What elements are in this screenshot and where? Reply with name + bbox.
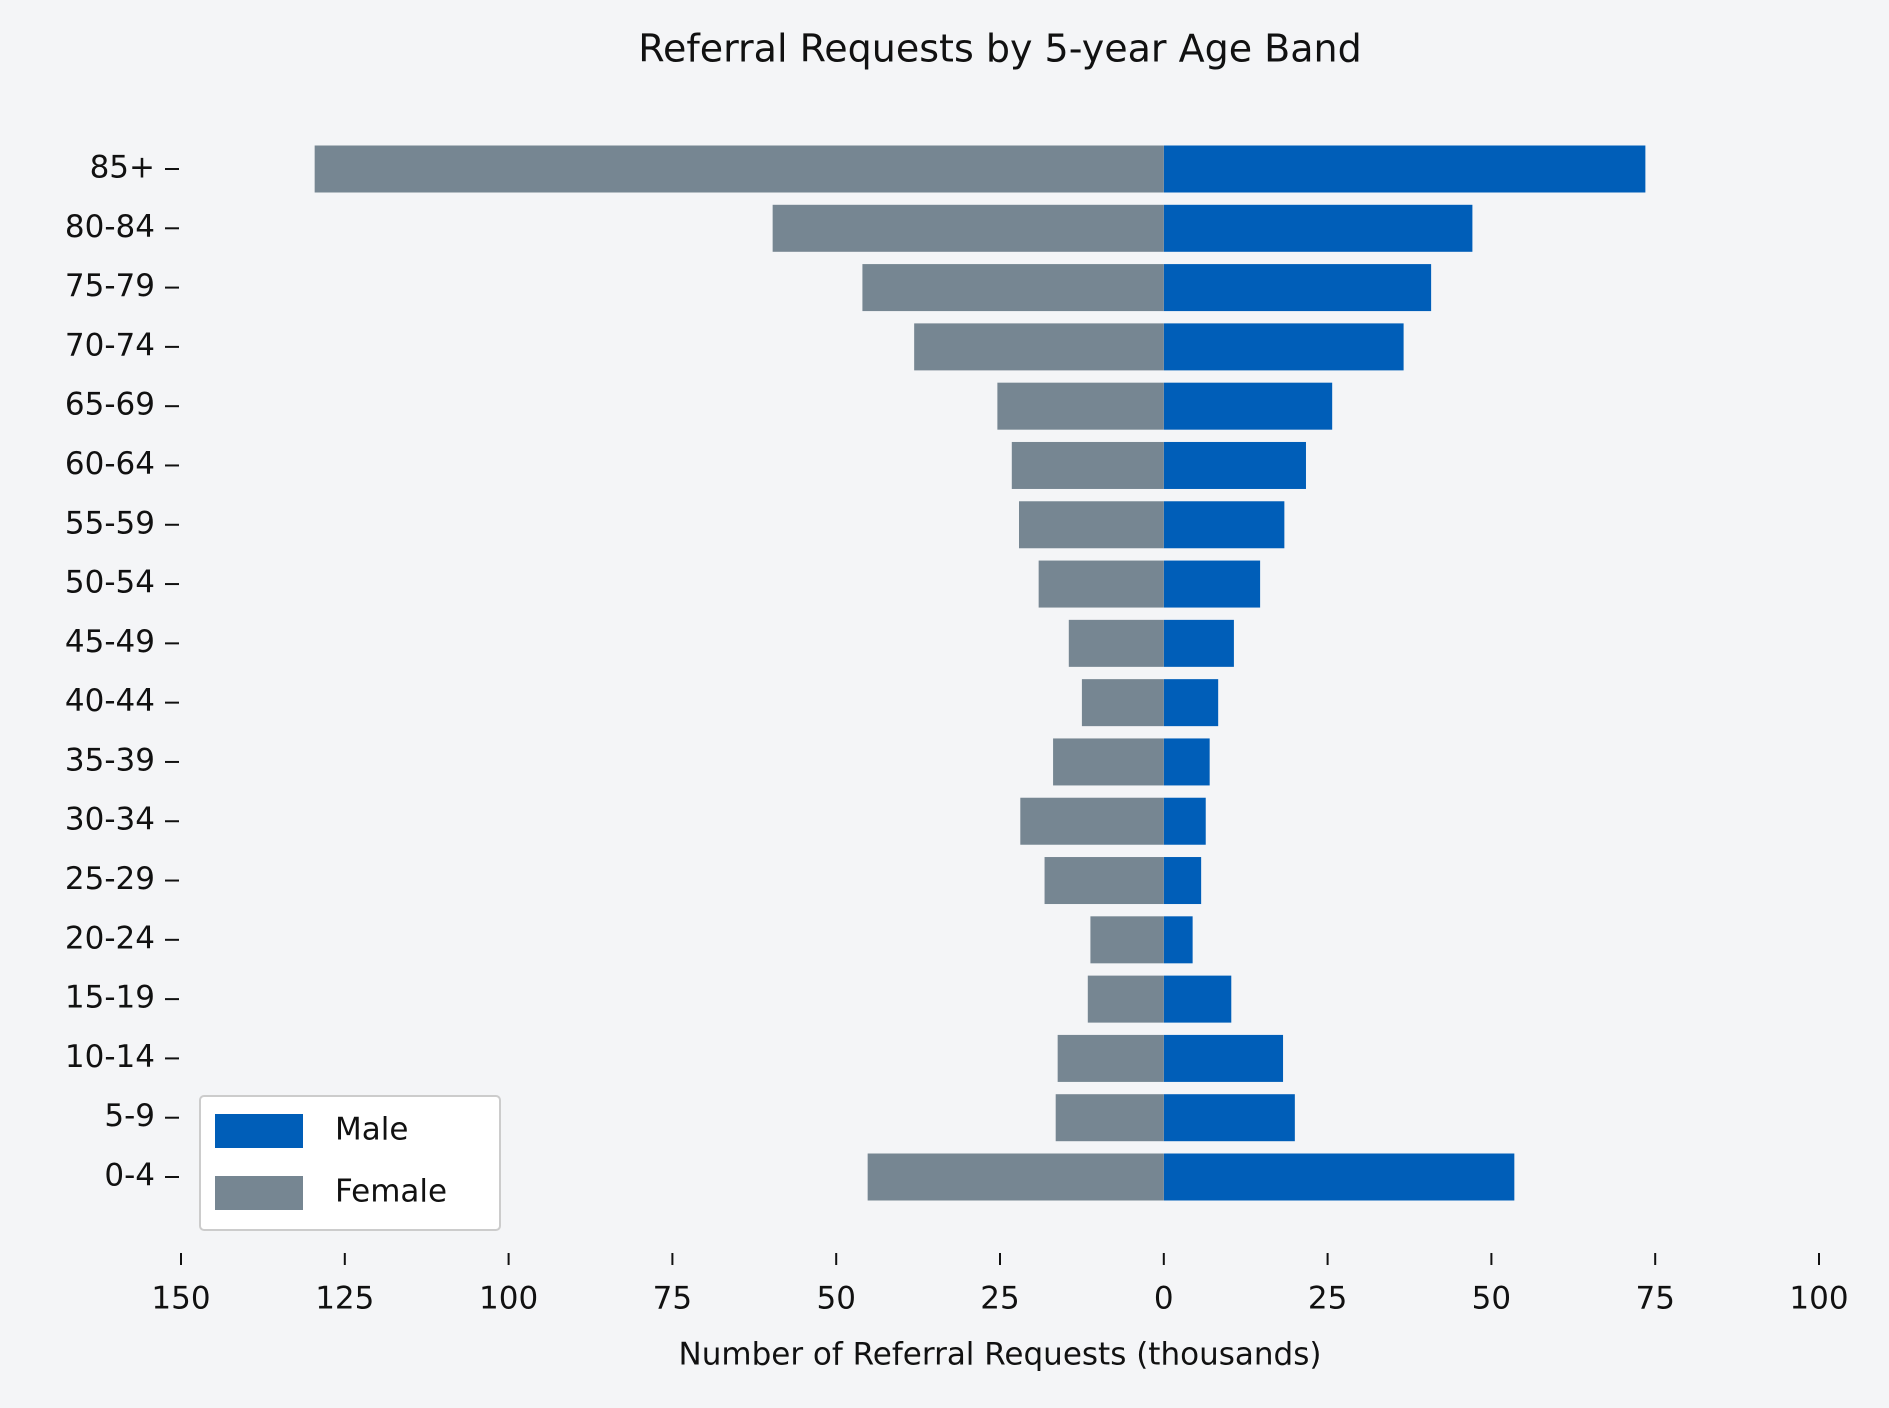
bar: [1163, 441, 1306, 489]
bar: [1087, 975, 1164, 1023]
x-tick-label: 25: [1308, 1281, 1347, 1317]
y-tick-label: 85+: [90, 150, 155, 186]
bar: [314, 145, 1164, 193]
y-tick-label: 80-84: [65, 209, 155, 245]
bar: [1163, 1153, 1515, 1201]
y-tick-label: 15-19: [65, 980, 155, 1016]
bar: [997, 382, 1164, 430]
bar: [1053, 738, 1164, 786]
bar: [1163, 857, 1202, 905]
bar: [1090, 916, 1164, 964]
bar: [914, 323, 1164, 371]
y-tick-label: 70-74: [65, 327, 155, 363]
x-tick-label: 0: [1154, 1281, 1174, 1317]
bar: [867, 1153, 1164, 1201]
y-tick-label: 20-24: [65, 920, 155, 956]
bar: [1020, 797, 1164, 845]
bar: [1011, 441, 1164, 489]
x-tick-label: 50: [1472, 1281, 1511, 1317]
bar: [1163, 323, 1404, 371]
y-tick-label: 5-9: [104, 1098, 155, 1134]
bar: [862, 264, 1164, 312]
x-tick-label: 75: [1635, 1281, 1674, 1317]
x-axis-label: Number of Referral Requests (thousands): [679, 1337, 1322, 1373]
bar: [1163, 679, 1219, 727]
bar: [1163, 1094, 1295, 1142]
y-tick-label: 40-44: [65, 683, 155, 719]
bar: [1163, 501, 1285, 549]
bar: [1068, 619, 1164, 667]
x-tick-label: 100: [1789, 1281, 1848, 1317]
x-tick-label: 125: [315, 1281, 374, 1317]
bar: [1163, 204, 1473, 252]
bar: [772, 204, 1164, 252]
y-tick-label: 30-34: [65, 802, 155, 838]
bar: [1163, 619, 1234, 667]
y-tick-label: 60-64: [65, 446, 155, 482]
legend-label: Male: [335, 1112, 408, 1148]
bar: [1019, 501, 1164, 549]
x-tick-label: 50: [816, 1281, 855, 1317]
bar: [1163, 738, 1210, 786]
bar: [1163, 382, 1333, 430]
legend: Male Female: [199, 1095, 501, 1231]
legend-label: Female: [335, 1174, 447, 1210]
y-tick-label: 55-59: [65, 505, 155, 541]
y-tick-label: 0-4: [104, 1158, 155, 1194]
legend-swatch: [215, 1176, 303, 1210]
bar: [1163, 264, 1432, 312]
chart-title: Referral Requests by 5-year Age Band: [638, 27, 1361, 71]
bar: [1163, 916, 1193, 964]
bar: [1057, 1034, 1164, 1082]
x-tick-label: 25: [980, 1281, 1019, 1317]
y-tick-label: 10-14: [65, 1039, 155, 1075]
x-tick-label: 150: [151, 1281, 210, 1317]
y-tick-label: 35-39: [65, 742, 155, 778]
bar: [1163, 975, 1232, 1023]
x-tick-label: 100: [479, 1281, 538, 1317]
bar: [1044, 857, 1164, 905]
bar: [1081, 679, 1164, 727]
bar: [1055, 1094, 1164, 1142]
bar: [1163, 1034, 1284, 1082]
legend-swatch: [215, 1114, 303, 1148]
y-tick-label: 65-69: [65, 387, 155, 423]
x-tick-label: 75: [653, 1281, 692, 1317]
bar: [1038, 560, 1164, 608]
y-tick-label: 75-79: [65, 268, 155, 304]
bar: [1163, 145, 1646, 193]
bar: [1163, 560, 1261, 608]
y-tick-label: 45-49: [65, 624, 155, 660]
y-tick-label: 25-29: [65, 861, 155, 897]
bar: [1163, 797, 1206, 845]
y-tick-label: 50-54: [65, 565, 155, 601]
